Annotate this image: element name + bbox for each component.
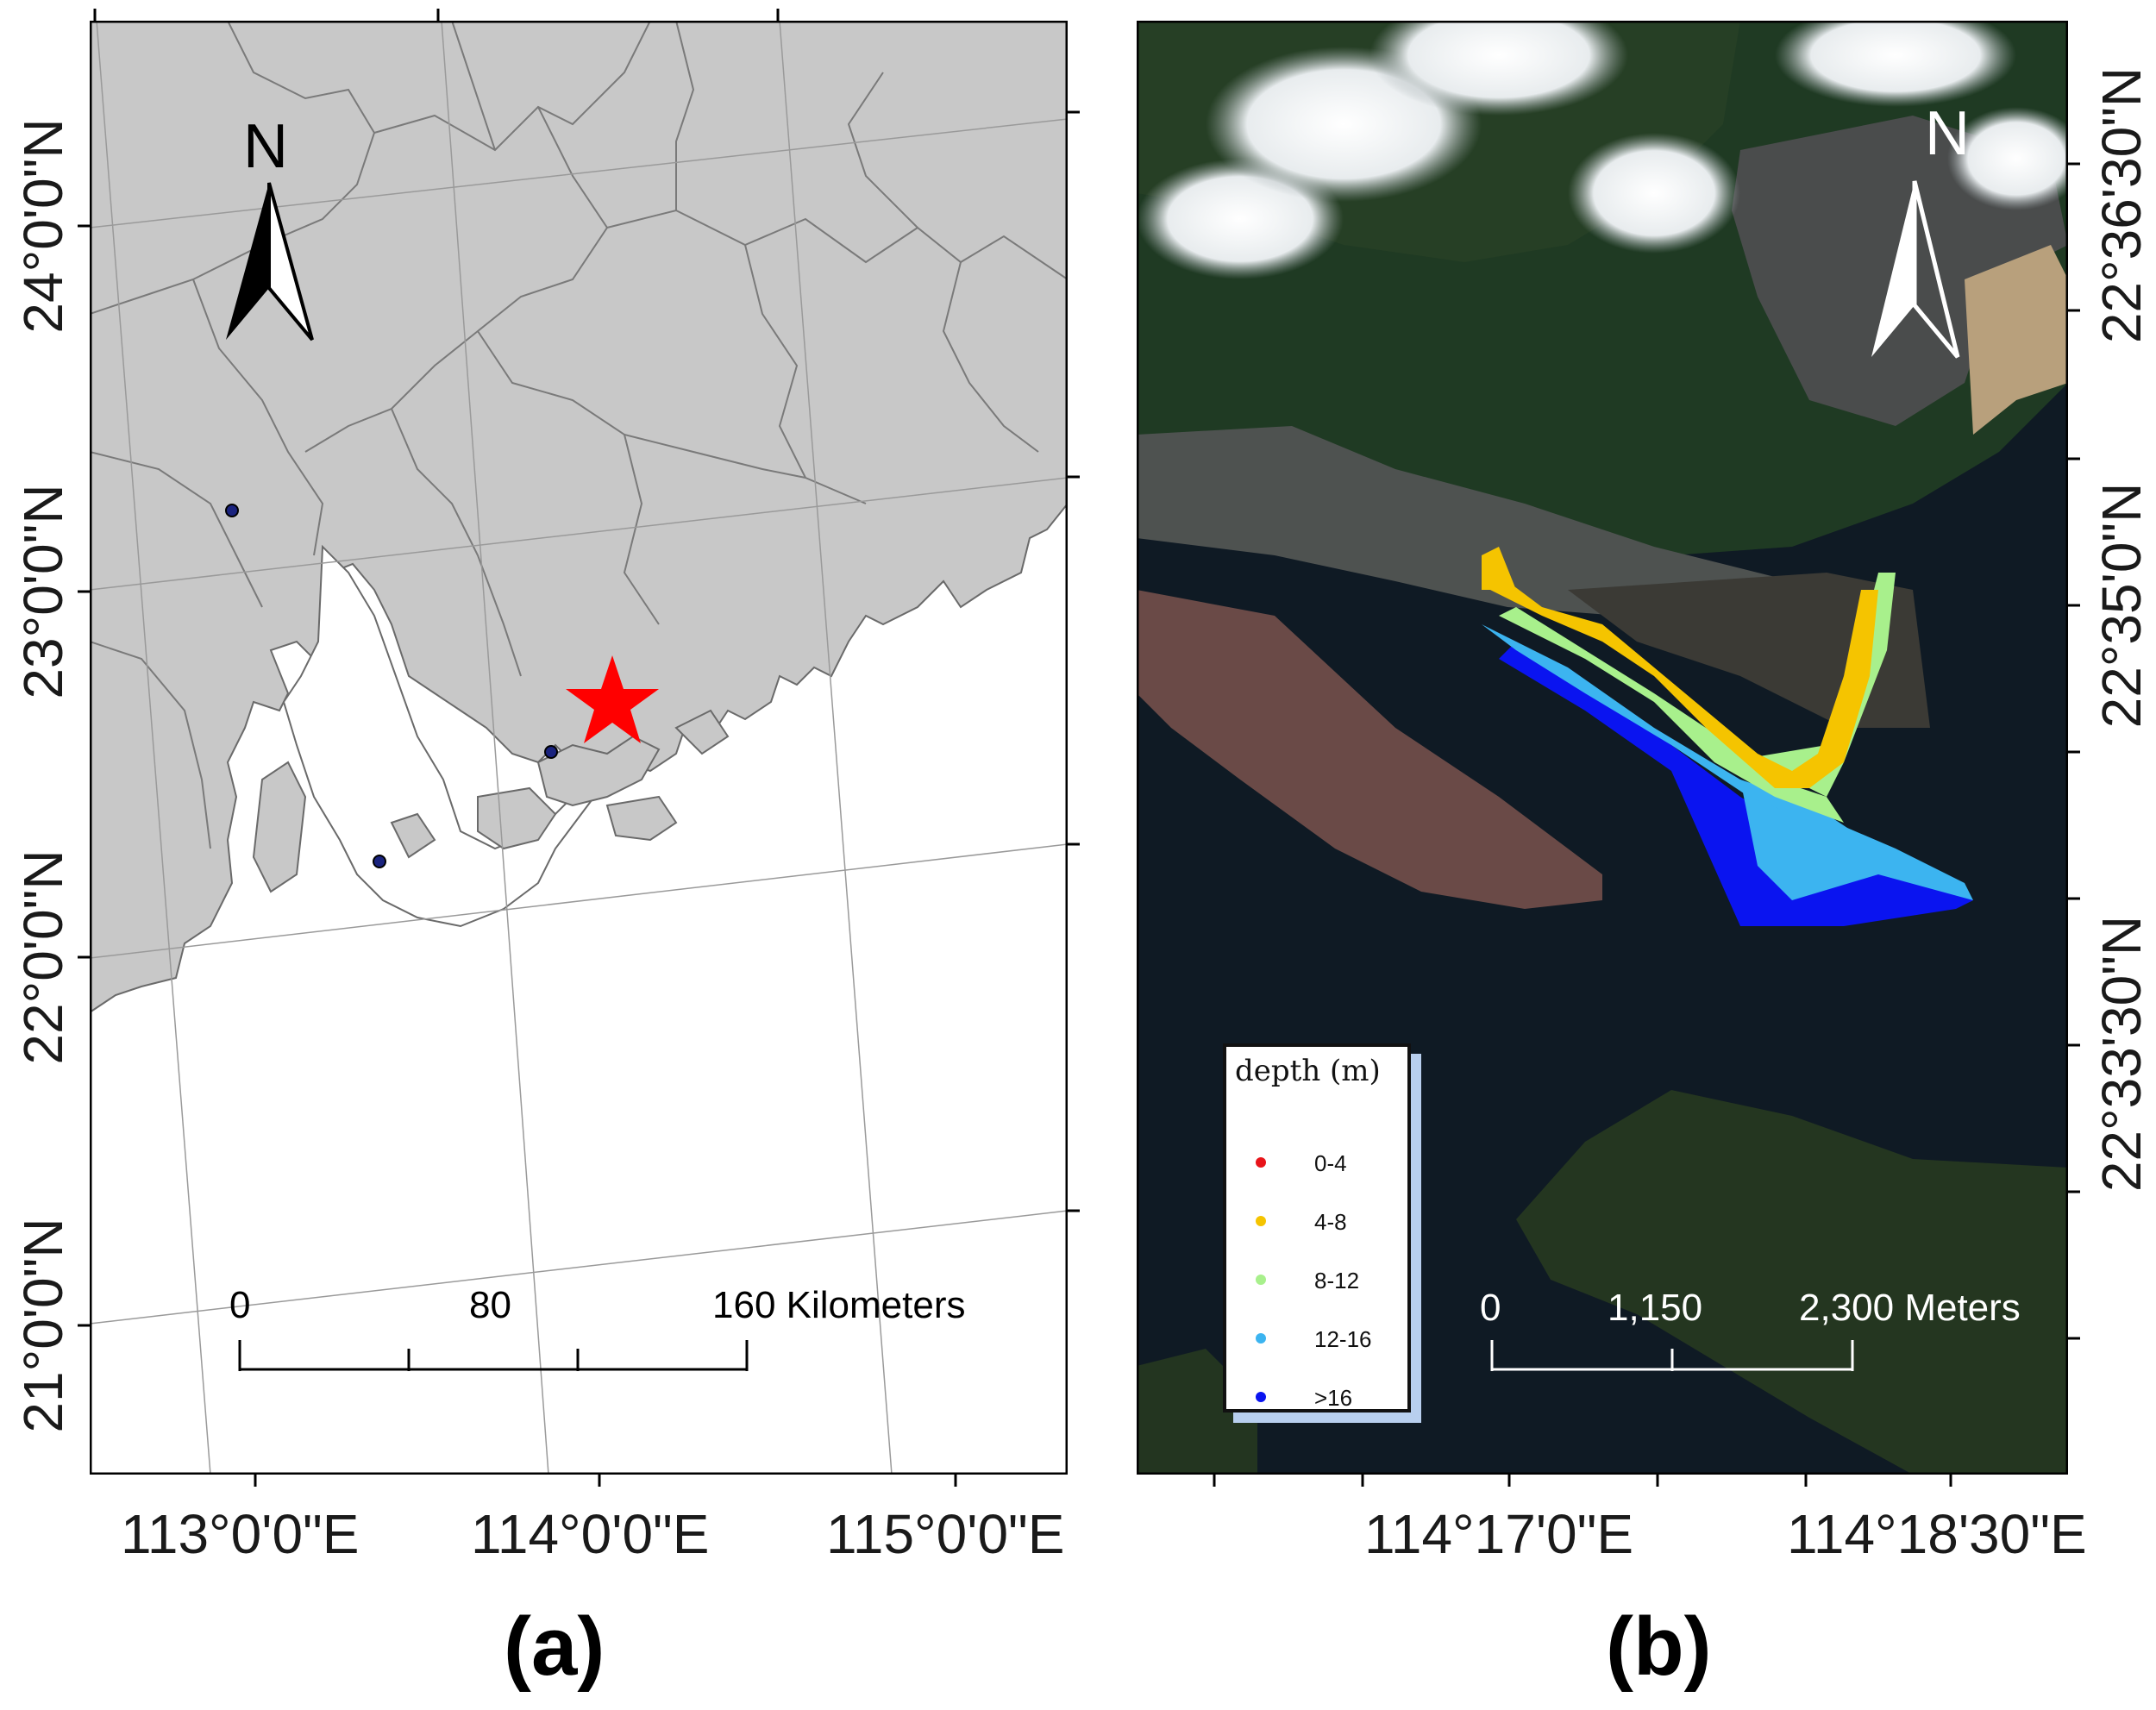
lon-label: 114°18'30"E bbox=[1787, 1503, 2087, 1565]
city-dot bbox=[373, 855, 386, 868]
legend-label: >16 bbox=[1314, 1385, 1353, 1411]
lat-label: 23°0'0"N bbox=[12, 484, 74, 699]
southern-island bbox=[1516, 1090, 2068, 1475]
legend-item: 8-12 bbox=[1256, 1268, 1402, 1293]
star-icon bbox=[566, 655, 659, 743]
container-port bbox=[1137, 590, 1602, 909]
scale-label-0: 0 bbox=[229, 1284, 251, 1326]
hong-kong-island bbox=[536, 735, 661, 807]
legend-dot bbox=[1256, 1392, 1266, 1402]
city-dot bbox=[544, 745, 558, 759]
legend-label: 0-4 bbox=[1314, 1150, 1347, 1176]
lon-label: 114°17'0"E bbox=[1364, 1503, 1634, 1565]
caption-a: (a) bbox=[504, 1600, 605, 1693]
lat-label: 22°0'0"N bbox=[12, 849, 74, 1065]
scale-label-end: 160 Kilometers bbox=[712, 1284, 966, 1326]
panel-a-ticks bbox=[78, 9, 1080, 1487]
north-label: N bbox=[243, 112, 288, 181]
lat-label: 22°36'30"N bbox=[2090, 66, 2153, 344]
legend-label: 12-16 bbox=[1314, 1326, 1372, 1352]
legend-item: >16 bbox=[1256, 1385, 1402, 1411]
legend-item: 4-8 bbox=[1256, 1209, 1402, 1235]
panel-a: N 0 80 160 Kilometers bbox=[90, 21, 1068, 1475]
lon-label: 113°0'0"E bbox=[121, 1503, 360, 1565]
lon-label: 115°0'0"E bbox=[826, 1503, 1065, 1565]
lon-label: 114°0'0"E bbox=[471, 1503, 710, 1565]
legend-label: 4-8 bbox=[1314, 1209, 1347, 1235]
legend-item: 0-4 bbox=[1256, 1150, 1402, 1176]
scale-label-mid: 1,150 bbox=[1608, 1287, 1703, 1329]
lat-label: 22°33'30"N bbox=[2090, 915, 2153, 1193]
legend-dot bbox=[1256, 1216, 1266, 1226]
lat-label: 24°0'0"N bbox=[12, 118, 74, 334]
survey-points bbox=[1482, 547, 1973, 926]
caption-b: (b) bbox=[1606, 1600, 1712, 1693]
legend-dot bbox=[1256, 1275, 1266, 1285]
legend-item: 12-16 bbox=[1256, 1326, 1402, 1352]
legend-label: 8-12 bbox=[1314, 1268, 1360, 1293]
scale-bar bbox=[238, 1340, 749, 1371]
legend-dot bbox=[1256, 1157, 1266, 1168]
north-arrow-icon bbox=[226, 182, 314, 341]
scale-label-end: 2,300 Meters bbox=[1799, 1287, 2021, 1329]
city-dot bbox=[225, 504, 239, 517]
north-arrow-icon bbox=[1871, 180, 1960, 359]
scale-label-mid: 80 bbox=[469, 1284, 511, 1326]
panel-b-ticks bbox=[1213, 162, 2080, 1487]
lat-label: 21°0'0"N bbox=[12, 1218, 74, 1433]
panel-a-map bbox=[90, 21, 1068, 1475]
depth-legend: depth (m) 0-4 4-8 8-12 12-16 >16 bbox=[1223, 1043, 1411, 1412]
lat-label: 22°35'0"N bbox=[2090, 482, 2153, 729]
legend-title: depth (m) bbox=[1235, 1054, 1381, 1088]
north-label: N bbox=[1925, 99, 1970, 168]
legend-dot bbox=[1256, 1333, 1266, 1344]
scale-bar bbox=[1490, 1340, 1854, 1371]
scale-label-0: 0 bbox=[1480, 1287, 1501, 1329]
mainland-landmass bbox=[90, 21, 1068, 1014]
